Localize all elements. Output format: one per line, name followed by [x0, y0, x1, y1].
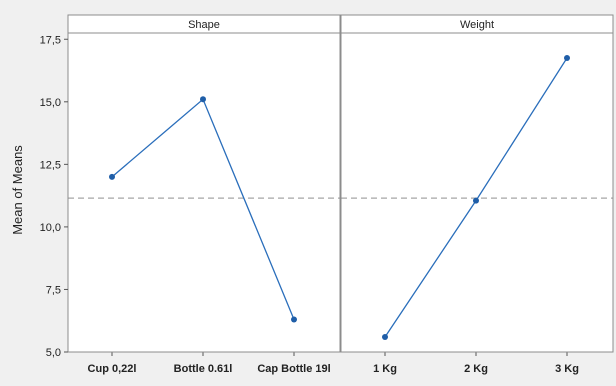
y-tick-label-6: 17,5: [40, 34, 61, 46]
panel-1-x-tick-label-2: Bottle 0.61l: [174, 363, 233, 375]
panel-2-x-tick-label-1: 1 Kg: [373, 363, 397, 375]
y-tick-label-5: 15,0: [40, 97, 61, 109]
panel-1-x-tick-label-1: Cup 0,22l: [88, 363, 137, 375]
panel-1-frame: [67, 32, 341, 353]
panel-2-point-1: [382, 333, 388, 340]
panel-1-point-2: [200, 96, 206, 103]
y-tick-label-2: 7,5: [46, 284, 61, 296]
panel-2-x-tick-label-3: 3 Kg: [555, 363, 579, 375]
panel-1-x-tick-label-3: Cap Bottle 19l: [257, 363, 330, 375]
panel-1-title: Shape: [188, 19, 220, 31]
panel-2-point-3: [564, 55, 570, 62]
panel-2-title: Weight: [460, 19, 494, 31]
y-tick-label-3: 10,0: [40, 222, 61, 234]
y-tick-label-4: 12,5: [40, 159, 61, 171]
panel-1-point-3: [291, 316, 297, 323]
y-tick-label-1: 5,0: [46, 347, 61, 359]
panel-2-frame: [340, 32, 614, 353]
panel-1-background: [68, 33, 340, 352]
y-axis-title: Mean of Means: [10, 145, 25, 235]
panel-2-background: [341, 33, 613, 352]
panel-1-point-1: [109, 173, 115, 180]
panel-2-x-tick-label-2: 2 Kg: [464, 363, 488, 375]
panel-2-point-2: [473, 197, 479, 204]
